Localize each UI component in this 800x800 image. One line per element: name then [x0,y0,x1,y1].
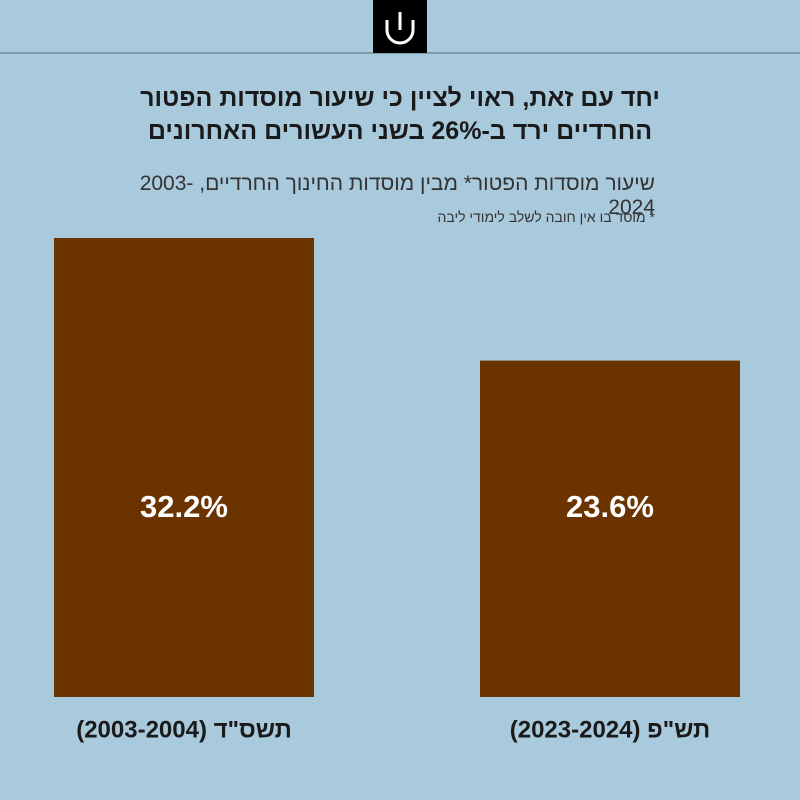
chart-subtitle: שיעור מוסדות הפטור* מבין מוסדות החינוך ה… [139,172,655,219]
x-tick-label: תש"פ (2023-2024) [510,716,711,743]
bar [54,238,314,697]
chart-title: יחד עם זאת, ראוי לציין כי שיעור מוסדות ה… [140,84,660,145]
value-label: 23.6% [566,489,654,524]
value-label: 32.2% [140,489,228,524]
logo-icon [385,20,415,45]
bar [480,360,740,697]
x-tick-label: תשס"ד (2003-2004) [76,716,292,743]
footnote: * מוסד בו אין חובה לשלב לימודי ליבה [437,209,656,225]
